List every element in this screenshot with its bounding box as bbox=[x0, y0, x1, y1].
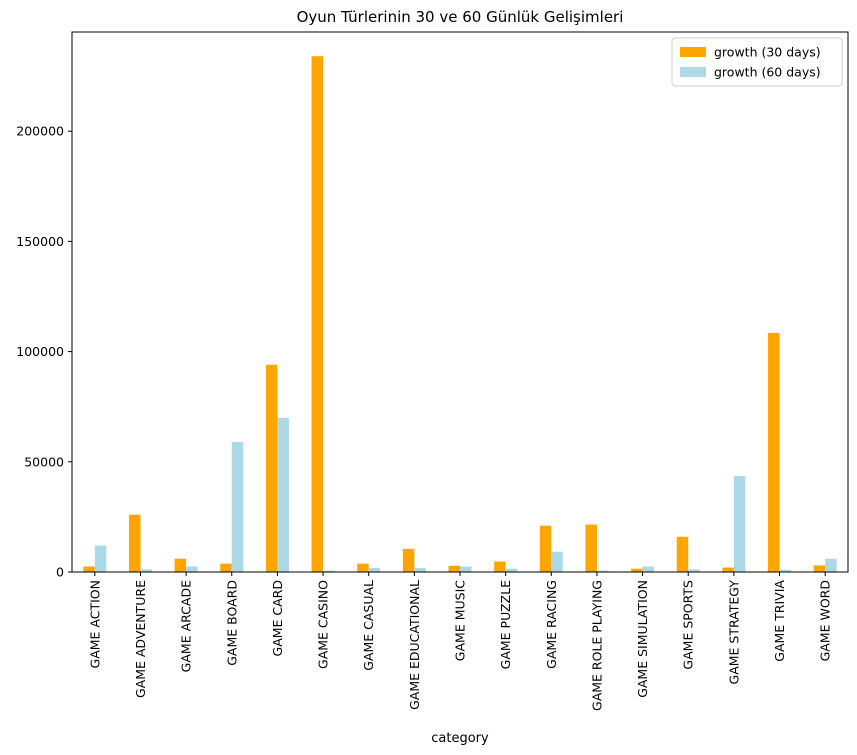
x-tick-label-16: GAME WORD bbox=[818, 580, 833, 661]
x-tick-label-2: GAME ARCADE bbox=[179, 580, 194, 672]
legend-label-1: growth (60 days) bbox=[714, 65, 821, 80]
bar-60d-14 bbox=[733, 476, 746, 572]
x-tick-label-14: GAME STRATEGY bbox=[726, 580, 741, 685]
y-tick-label-3: 150000 bbox=[16, 234, 64, 249]
x-tick-label-13: GAME SPORTS bbox=[681, 580, 696, 670]
bar-30d-11 bbox=[585, 524, 597, 572]
x-tick-label-10: GAME RACING bbox=[544, 580, 559, 669]
x-tick-label-1: GAME ADVENTURE bbox=[133, 580, 148, 698]
bar-60d-5 bbox=[323, 570, 335, 572]
bar-60d-0 bbox=[94, 545, 107, 572]
bar-60d-15 bbox=[779, 569, 792, 572]
bar-60d-4 bbox=[277, 417, 289, 572]
bar-60d-6 bbox=[368, 568, 381, 572]
bar-60d-1 bbox=[140, 569, 152, 572]
x-tick-label-5: GAME CASINO bbox=[316, 580, 331, 669]
bar-30d-8 bbox=[448, 565, 460, 572]
legend-swatch-0 bbox=[680, 47, 706, 57]
bar-60d-3 bbox=[231, 441, 244, 572]
bar-60d-12 bbox=[642, 566, 655, 572]
legend-box bbox=[671, 37, 843, 87]
legend-label-0: growth (30 days) bbox=[714, 45, 821, 60]
y-tick-label-0: 0 bbox=[56, 565, 64, 580]
bar-30d-1 bbox=[128, 514, 141, 572]
bar-30d-4 bbox=[265, 364, 278, 572]
bar-30d-16 bbox=[813, 565, 826, 572]
bar-30d-15 bbox=[768, 332, 780, 572]
bar-30d-10 bbox=[539, 525, 552, 572]
x-tick-label-3: GAME BOARD bbox=[224, 580, 239, 666]
x-tick-label-8: GAME MUSIC bbox=[453, 580, 468, 661]
bar-60d-9 bbox=[505, 568, 518, 572]
bar-60d-8 bbox=[460, 566, 472, 572]
chart-title: Oyun Türlerinin 30 ve 60 Günlük Gelişiml… bbox=[297, 8, 624, 26]
bar-30d-0 bbox=[83, 566, 95, 572]
y-tick-label-4: 200000 bbox=[16, 124, 64, 139]
bar-30d-6 bbox=[357, 563, 369, 572]
bar-30d-14 bbox=[722, 567, 734, 572]
x-axis: GAME ACTION GAME ADVENTURE GAME ARCADE GAME… bbox=[87, 572, 833, 711]
bar-30d-3 bbox=[220, 563, 232, 572]
y-tick-label-1: 50000 bbox=[24, 454, 64, 469]
x-tick-label-12: GAME SIMULATION bbox=[635, 580, 650, 698]
bar-60d-2 bbox=[186, 566, 198, 572]
bar-60d-11 bbox=[596, 570, 609, 572]
bar-30d-5 bbox=[311, 56, 324, 573]
legend: growth (30 days) growth (60 days) bbox=[671, 37, 843, 87]
x-axis-label: category bbox=[431, 731, 489, 746]
bar-30d-9 bbox=[494, 561, 506, 572]
bar-60d-7 bbox=[414, 568, 426, 572]
bar-60d-13 bbox=[688, 569, 700, 572]
x-tick-label-11: GAME ROLE PLAYING bbox=[589, 580, 604, 711]
bar-60d-10 bbox=[551, 551, 563, 572]
bar-30d-12 bbox=[631, 568, 643, 572]
x-tick-label-6: GAME CASUAL bbox=[361, 580, 376, 671]
bars-group bbox=[83, 56, 837, 573]
x-tick-label-7: GAME EDUCATIONAL bbox=[407, 580, 422, 710]
bar-60d-16 bbox=[825, 558, 837, 572]
plot-frame bbox=[71, 31, 849, 573]
x-tick-label-4: GAME CARD bbox=[270, 580, 285, 656]
y-axis: 0 50000 100000 150000 200000 bbox=[16, 124, 72, 580]
bar-30d-7 bbox=[402, 548, 415, 572]
x-tick-label-9: GAME PUZZLE bbox=[498, 580, 513, 669]
bar-30d-13 bbox=[676, 536, 689, 572]
legend-swatch-1 bbox=[680, 67, 706, 77]
x-tick-label-0: GAME ACTION bbox=[87, 580, 102, 668]
x-tick-label-15: GAME TRIVIA bbox=[772, 580, 787, 662]
bar-30d-2 bbox=[174, 558, 187, 572]
y-tick-label-2: 100000 bbox=[16, 344, 64, 359]
